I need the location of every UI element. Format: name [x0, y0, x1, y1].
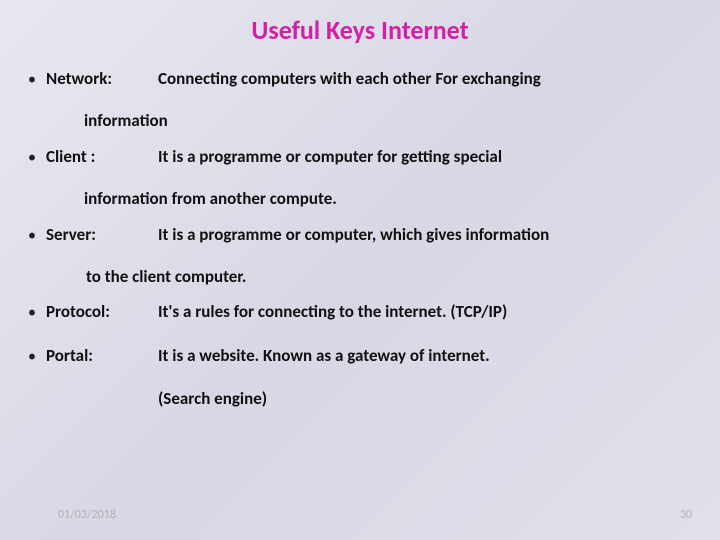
term-label: Portal: [46, 345, 158, 366]
bullet-icon: • [28, 226, 46, 245]
term-label: Client : [46, 146, 158, 167]
definition-text: It is a programme or computer for gettin… [158, 147, 700, 167]
bullet-icon: • [28, 303, 46, 322]
term-label: Network: [46, 68, 158, 89]
slide-content: • Network: Connecting computers with eac… [0, 68, 720, 409]
continuation-text: information from another compute. [84, 189, 700, 209]
definition-text: Connecting computers with each other For… [158, 69, 700, 89]
list-item: • Network: Connecting computers with eac… [28, 68, 700, 89]
extra-text: (Search engine) [158, 388, 700, 409]
footer-date: 01/03/2018 [58, 508, 116, 522]
slide: Useful Keys Internet • Network: Connecti… [0, 0, 720, 540]
definition-text: It is a programme or computer, which giv… [158, 225, 700, 245]
list-item: • Protocol: It's a rules for connecting … [28, 301, 700, 322]
continuation-text: to the client computer. [86, 267, 700, 287]
list-item: • Server: It is a programme or computer,… [28, 224, 700, 245]
term-label: Server: [46, 224, 158, 245]
bullet-icon: • [28, 70, 46, 89]
slide-title: Useful Keys Internet [0, 0, 720, 54]
bullet-icon: • [28, 148, 46, 167]
list-item: • Portal: It is a website. Known as a ga… [28, 345, 700, 366]
bullet-icon: • [28, 347, 46, 366]
continuation-text: information [84, 111, 700, 131]
definition-text: It's a rules for connecting to the inter… [158, 302, 700, 322]
definition-text: It is a website. Known as a gateway of i… [158, 346, 700, 366]
term-label: Protocol: [46, 301, 158, 322]
footer-page-number: 30 [680, 508, 692, 522]
list-item: • Client : It is a programme or computer… [28, 146, 700, 167]
